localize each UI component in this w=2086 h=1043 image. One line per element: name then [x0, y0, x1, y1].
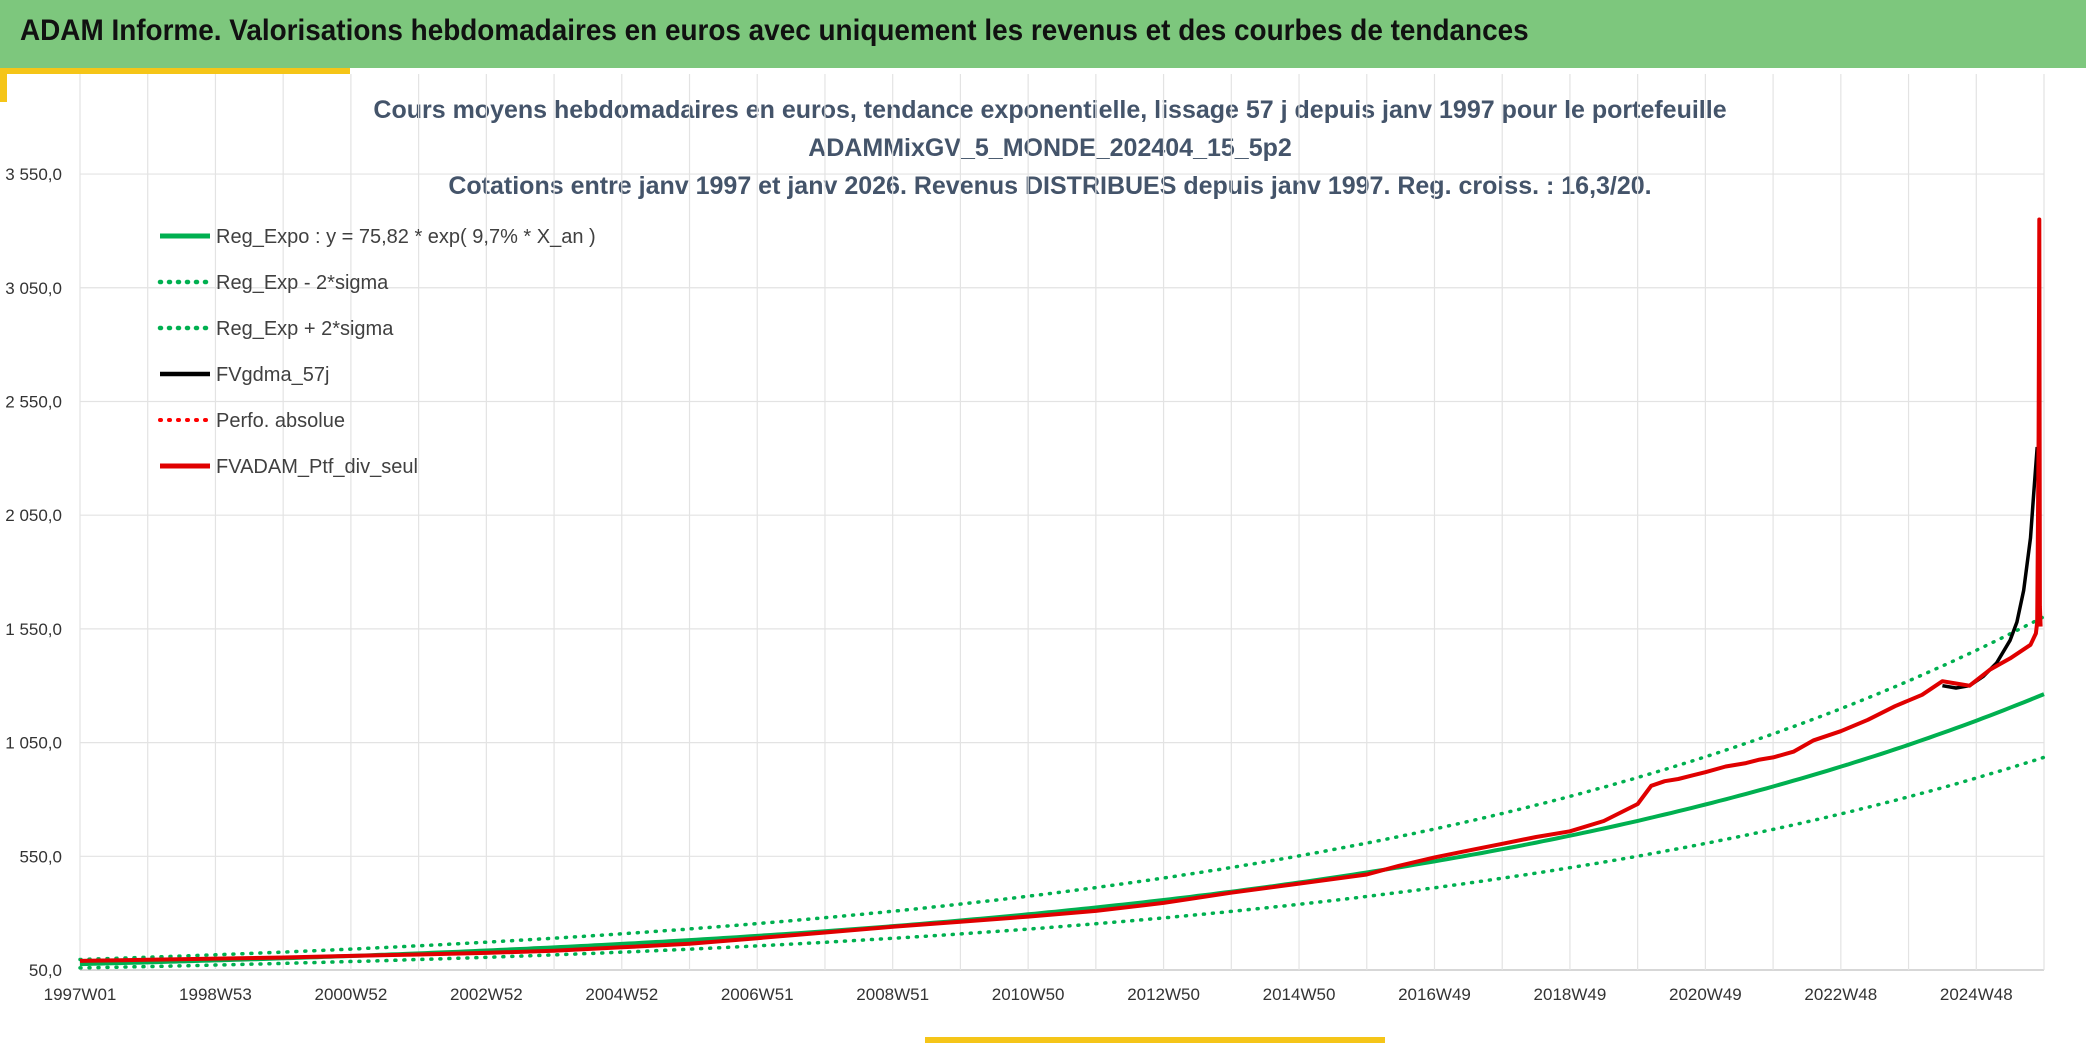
series-line-1 — [78, 755, 2046, 970]
y-tick-label: 2 050,0 — [5, 506, 62, 525]
chart-title-line-3: Cotations entre janv 1997 et janv 2026. … — [448, 172, 1651, 200]
x-tick-label: 2018W49 — [1534, 985, 1607, 1004]
x-tick-label: 2002W52 — [450, 985, 523, 1004]
legend-label: Reg_Expo : y = 75,82 * exp( 9,7% * X_an … — [216, 226, 596, 248]
series-line-0 — [79, 692, 2045, 967]
legend-label: FVgdma_57j — [216, 364, 329, 386]
grid — [79, 74, 2045, 971]
x-tick-label: 2000W52 — [315, 985, 388, 1004]
chart-title-line-2: ADAMMixGV_5_MONDE_202404_15_5p2 — [808, 134, 1292, 162]
accent-bar-left — [0, 68, 7, 102]
legend-label: Reg_Exp - 2*sigma — [216, 272, 389, 294]
legend-label: Perfo. absolue — [216, 410, 345, 432]
x-tick-label: 2020W49 — [1669, 985, 1742, 1004]
legend-label: Reg_Exp + 2*sigma — [216, 318, 394, 340]
x-tick-label: 2004W52 — [585, 985, 658, 1004]
x-tick-label: 2016W49 — [1398, 985, 1471, 1004]
x-tick-label: 2012W50 — [1127, 985, 1200, 1004]
accent-bar-bottom — [925, 1037, 1385, 1043]
y-tick-label: 1 550,0 — [5, 620, 62, 639]
chart: Cours moyens hebdomadaires en euros, ten… — [5, 74, 2046, 1004]
y-tick-label: 3 550,0 — [5, 165, 62, 184]
accent-bar — [0, 68, 350, 74]
header-bar: ADAM Informe. Valorisations hebdomadaire… — [0, 0, 2086, 68]
x-tick-label: 2006W51 — [721, 985, 794, 1004]
x-tick-label: 2008W51 — [856, 985, 929, 1004]
series-line-5 — [79, 217, 2043, 963]
y-tick-label: 1 050,0 — [5, 734, 62, 753]
y-tick-label: 50,0 — [29, 961, 62, 980]
x-tick-label: 2014W50 — [1263, 985, 1336, 1004]
x-tick-label: 1998W53 — [179, 985, 252, 1004]
page-title: ADAM Informe. Valorisations hebdomadaire… — [20, 14, 1529, 47]
legend-label: FVADAM_Ptf_div_seul — [216, 456, 418, 478]
x-tick-label: 2022W48 — [1804, 985, 1877, 1004]
y-tick-label: 550,0 — [19, 847, 62, 866]
x-tick-label: 2024W48 — [1940, 985, 2013, 1004]
plot-area — [78, 217, 2046, 970]
x-tick-label: 2010W50 — [992, 985, 1065, 1004]
chart-title-line-1: Cours moyens hebdomadaires en euros, ten… — [373, 96, 1726, 124]
legend: Reg_Expo : y = 75,82 * exp( 9,7% * X_an … — [157, 226, 596, 478]
y-tick-label: 2 550,0 — [5, 392, 62, 411]
series-line-2 — [78, 614, 2046, 962]
axes: 50,0 550,0 1 050,0 1 550,0 2 050,0 2 550,0 3 0… — [5, 165, 2012, 1004]
x-tick-label: 1997W01 — [44, 985, 117, 1004]
y-tick-label: 3 050,0 — [5, 279, 62, 298]
